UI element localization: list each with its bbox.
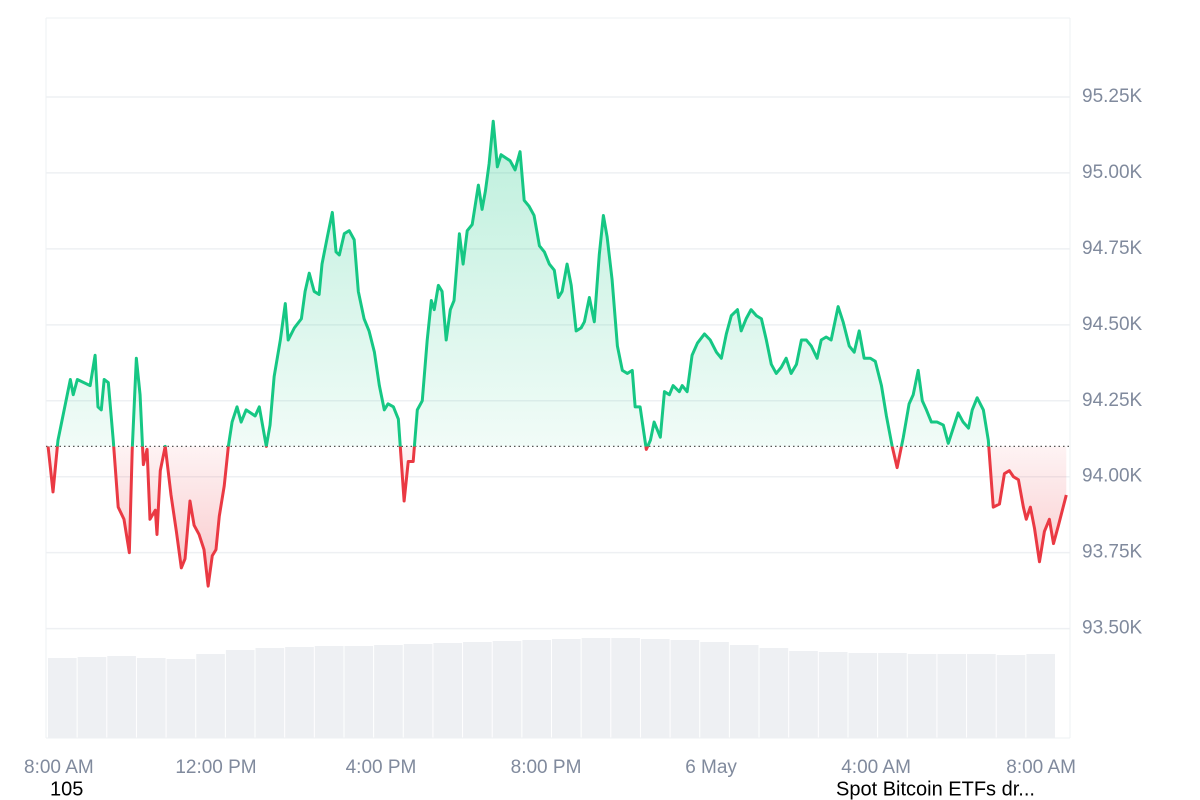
y-tick-label: 94.50K xyxy=(1082,314,1143,335)
volume-bar xyxy=(848,653,878,738)
price-line xyxy=(46,119,1068,588)
volume-bar xyxy=(166,659,196,738)
volume-bar xyxy=(611,638,640,738)
volume-bar xyxy=(996,655,1026,738)
volume-bar xyxy=(700,642,729,738)
volume-bar xyxy=(492,641,522,738)
volume-bar xyxy=(522,640,551,738)
x-tick-label: 4:00 AM xyxy=(841,757,911,778)
y-tick-label: 94.00K xyxy=(1082,466,1143,487)
volume-bar xyxy=(818,652,848,738)
volume-bar xyxy=(225,650,255,738)
x-tick-label: 8:00 PM xyxy=(511,757,582,778)
volume-bar xyxy=(344,646,374,738)
x-tick-label: 6 May xyxy=(685,757,737,778)
volume-bar xyxy=(640,639,670,738)
y-tick-label: 93.75K xyxy=(1082,542,1143,563)
volume-bar xyxy=(314,646,344,738)
area xyxy=(48,121,1067,587)
volume-bar xyxy=(374,645,403,738)
volume-bar xyxy=(759,648,789,738)
volume-bar xyxy=(937,654,967,738)
volume-bar xyxy=(729,645,759,738)
volume-bar xyxy=(463,642,492,738)
y-tick-label: 94.25K xyxy=(1082,390,1143,411)
volume-bar xyxy=(1026,654,1055,738)
volume-bar xyxy=(670,640,700,738)
y-tick-label: 95.00K xyxy=(1082,162,1143,183)
volume-bar xyxy=(581,638,611,738)
volume-bar xyxy=(77,657,107,738)
annotation: 105 xyxy=(50,778,83,800)
volume-bar xyxy=(255,648,285,738)
x-tick-label: 4:00 PM xyxy=(346,757,417,778)
volume-bar xyxy=(136,658,166,738)
x-tick-label: 12:00 PM xyxy=(175,757,256,778)
volume-bar xyxy=(48,658,77,738)
volume-bar xyxy=(907,654,937,738)
volume-bar xyxy=(789,651,818,738)
volume-bar xyxy=(433,643,463,738)
y-tick-label: 94.75K xyxy=(1082,238,1143,259)
volume-bar xyxy=(552,639,581,738)
volume-bar xyxy=(196,654,225,738)
volume-bar xyxy=(285,647,314,738)
x-tick-label: 8:00 AM xyxy=(1006,757,1076,778)
volume-bar xyxy=(967,654,996,738)
x-tick-label: 8:00 AM xyxy=(24,757,94,778)
volume-bar xyxy=(878,653,907,738)
y-tick-label: 95.25K xyxy=(1082,86,1143,107)
volume-bar xyxy=(107,656,136,738)
plot: 93.50K 93.75K 94.00K 94.25K 94.50K 94.75K 95.0… xyxy=(24,17,1143,778)
y-tick-label: 93.50K xyxy=(1082,618,1143,639)
annotation: Spot Bitcoin ETFs dr... xyxy=(836,778,1035,800)
volume-bar xyxy=(403,644,433,738)
